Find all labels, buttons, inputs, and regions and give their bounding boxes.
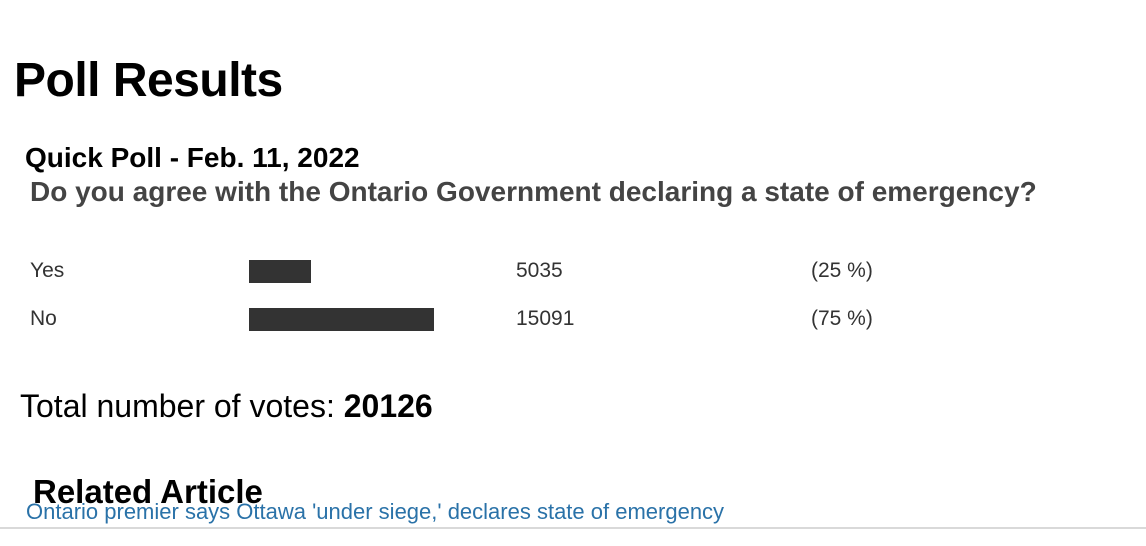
option-votes-yes: 5035 bbox=[516, 259, 563, 282]
bottom-divider bbox=[0, 527, 1146, 529]
result-bar-no bbox=[249, 308, 434, 331]
option-label-no: No bbox=[30, 307, 57, 330]
result-bar-yes bbox=[249, 260, 311, 283]
poll-question: Do you agree with the Ontario Government… bbox=[30, 176, 1037, 207]
total-votes-line: Total number of votes: 20126 bbox=[20, 390, 433, 422]
page-title: Poll Results bbox=[14, 54, 283, 108]
option-percent-yes: (25 %) bbox=[811, 259, 873, 282]
option-votes-no: 15091 bbox=[516, 307, 575, 330]
poll-title: Quick Poll - Feb. 11, 2022 bbox=[25, 142, 360, 174]
option-percent-no: (75 %) bbox=[811, 307, 873, 330]
poll-result-row-no: No 15091 (75 %) bbox=[30, 306, 930, 332]
related-article-link[interactable]: Ontario premier says Ottawa 'under siege… bbox=[26, 499, 725, 524]
total-votes-label: Total number of votes: bbox=[20, 388, 335, 424]
related-article-heading: Related Article bbox=[33, 473, 263, 510]
total-votes-value: 20126 bbox=[343, 388, 433, 424]
option-label-yes: Yes bbox=[30, 259, 65, 282]
poll-result-row-yes: Yes 5035 (25 %) bbox=[30, 258, 930, 284]
